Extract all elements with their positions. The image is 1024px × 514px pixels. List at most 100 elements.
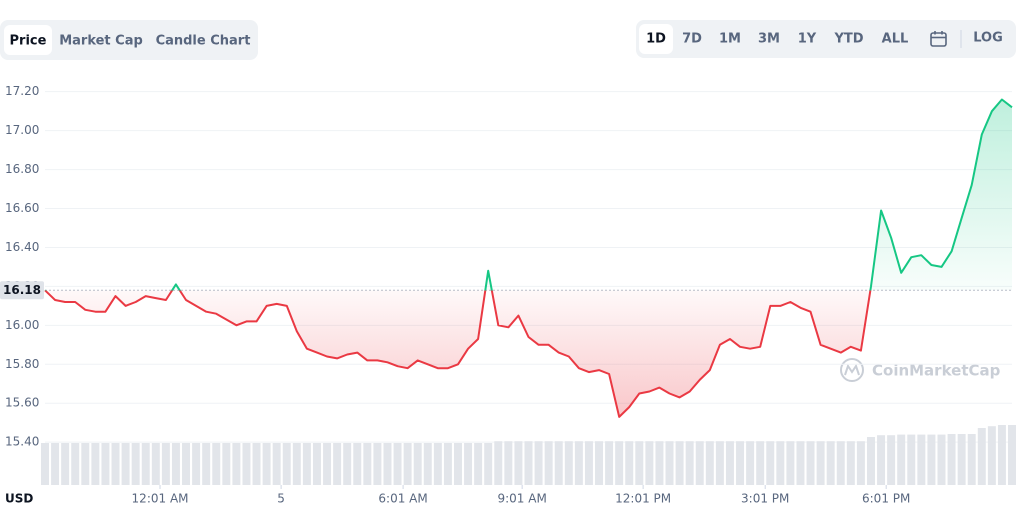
volume-bar xyxy=(61,443,70,485)
price-line xyxy=(44,98,1013,418)
volume-bar xyxy=(494,441,503,485)
volume-bar xyxy=(866,437,875,485)
volume-bar xyxy=(605,441,614,485)
volume-bar xyxy=(675,441,684,485)
volume-bar xyxy=(635,441,644,485)
volume-bar xyxy=(524,441,533,485)
volume-bar xyxy=(302,443,311,485)
volume-bar xyxy=(685,441,694,485)
log-button[interactable]: LOG xyxy=(973,31,1003,46)
volume-bar xyxy=(373,443,382,485)
volume-bar xyxy=(343,443,352,485)
volume-bar xyxy=(917,434,926,485)
y-tick-label: 15.60 xyxy=(5,396,39,410)
volume-bar xyxy=(383,443,392,485)
range-button[interactable]: 1D xyxy=(646,32,666,47)
x-tick-label: 3:01 PM xyxy=(741,492,789,506)
volume-bar xyxy=(151,443,160,485)
volume-bar xyxy=(403,443,412,485)
volume-bar xyxy=(665,441,674,485)
volume-bar xyxy=(927,434,936,485)
range-button[interactable]: 1Y xyxy=(798,32,817,47)
volume-bar xyxy=(967,434,976,485)
volume-bar xyxy=(393,443,402,485)
tab[interactable]: Market Cap xyxy=(59,34,143,49)
x-tick-label: 5 xyxy=(277,492,285,506)
volume-bar xyxy=(81,443,90,485)
volume-bar xyxy=(423,443,432,485)
volume-bar xyxy=(796,441,805,485)
volume-bar xyxy=(826,441,835,485)
price-area xyxy=(45,99,1012,417)
x-tick-label: 12:01 PM xyxy=(615,492,671,506)
volume-bar xyxy=(816,441,825,485)
y-tick-label: 15.80 xyxy=(5,357,39,371)
range-button[interactable]: 1M xyxy=(719,32,741,47)
volume-bar xyxy=(454,443,462,485)
tab[interactable]: Candle Chart xyxy=(156,34,251,49)
reference-label: 16.18 xyxy=(3,283,41,297)
volume-bar xyxy=(766,441,775,485)
volume-bar xyxy=(222,443,231,485)
range-button[interactable]: 3M xyxy=(758,32,780,47)
y-tick-label: 17.20 xyxy=(5,84,39,98)
volume-bar xyxy=(584,441,593,485)
volume-bar xyxy=(262,443,271,485)
volume-bar xyxy=(212,443,221,485)
volume-bar xyxy=(71,443,80,485)
volume-bar xyxy=(41,443,49,485)
volume-bar xyxy=(705,441,714,485)
y-tick-label: 16.00 xyxy=(5,318,39,332)
volume-bar xyxy=(242,443,251,485)
volume-bar xyxy=(887,435,896,485)
reference-label-bg xyxy=(0,281,44,300)
volume-bar xyxy=(171,443,180,485)
volume-bar xyxy=(897,434,906,485)
volume-bar xyxy=(353,443,362,485)
volume-bar xyxy=(413,443,422,485)
volume-bar xyxy=(534,441,543,485)
volume-bar xyxy=(504,441,513,485)
volume-bar xyxy=(615,441,624,485)
calendar-button[interactable] xyxy=(930,31,947,47)
volume-bar xyxy=(141,443,150,485)
volume-bar xyxy=(877,435,886,485)
volume-bar xyxy=(786,441,795,485)
volume-bar xyxy=(736,441,745,485)
volume-bar xyxy=(1008,425,1016,485)
y-tick-label: 16.60 xyxy=(5,201,39,215)
volume-bar xyxy=(846,441,855,485)
volume-bar xyxy=(363,443,372,485)
range-button[interactable]: YTD xyxy=(833,32,863,47)
volume-bar xyxy=(474,443,483,485)
x-tick-label: 6:01 PM xyxy=(862,492,910,506)
volume-bar xyxy=(121,443,130,485)
range-button[interactable]: ALL xyxy=(882,32,909,47)
volume-bar xyxy=(645,441,654,485)
y-unit: USD xyxy=(5,492,33,506)
volume-bar xyxy=(192,443,201,485)
y-tick-label: 15.40 xyxy=(5,435,39,449)
volume-bar xyxy=(131,443,140,485)
watermark-logo xyxy=(840,358,864,382)
x-tick-label: 6:01 AM xyxy=(378,492,427,506)
volume-bar xyxy=(977,428,986,485)
volume-bar xyxy=(776,441,785,485)
watermark-text: CoinMarketCap xyxy=(872,362,1001,380)
volume-bar xyxy=(252,443,261,485)
volume-bar xyxy=(514,441,523,485)
y-tick-label: 16.40 xyxy=(5,240,39,254)
volume-bar xyxy=(937,434,946,485)
volume-bar xyxy=(443,443,452,485)
tab[interactable]: Price xyxy=(10,34,47,49)
volume-bar xyxy=(746,441,755,485)
range-button[interactable]: 7D xyxy=(682,32,702,47)
volume-bar xyxy=(464,443,473,485)
volume-bar xyxy=(182,443,191,485)
volume-bar xyxy=(282,443,291,485)
tab-active-bg xyxy=(4,25,52,55)
y-tick-label: 16.80 xyxy=(5,162,39,176)
volume-bar xyxy=(232,443,241,485)
volume-bar xyxy=(101,443,110,485)
